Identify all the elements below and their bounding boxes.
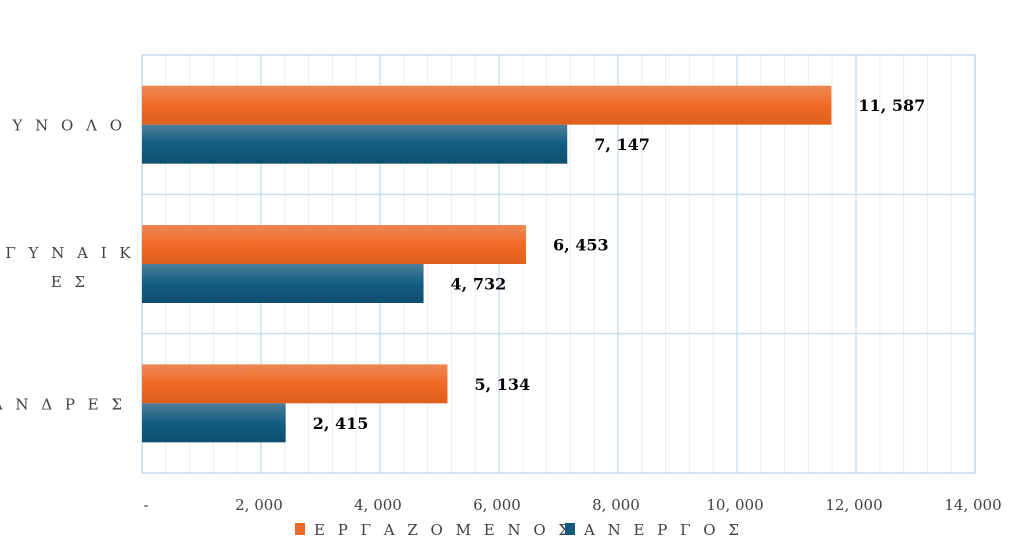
data-label: 11, 587	[858, 96, 925, 115]
category-label: Σ Υ Ν Ο Λ Ο	[0, 117, 126, 135]
x-tick-label: 10, 000	[706, 496, 763, 514]
data-label: 4, 732	[451, 275, 507, 294]
x-tick-label: -	[143, 496, 148, 514]
labels: - 2, 000 4, 000 6, 000 8, 000 10, 000 12, 000 1…	[0, 96, 1002, 539]
data-label: 2, 415	[313, 414, 369, 433]
legend-swatch-ανεργος	[565, 523, 575, 535]
data-label: 5, 134	[474, 375, 530, 394]
bar-εργαζομενος	[142, 364, 448, 404]
category-label: Γ Υ Ν Α Ι Κ	[5, 244, 134, 262]
legend-label: Ε Ρ Γ Α Ζ Ο Μ Ε Ν Ο Σ	[314, 521, 573, 539]
data-label: 6, 453	[553, 236, 609, 255]
x-tick-label: 4, 000	[354, 496, 402, 514]
category-label: Ε Σ	[51, 273, 89, 291]
bar-ανεργος	[142, 264, 424, 303]
legend-swatch-εργαζομενος	[295, 523, 305, 535]
data-label: 7, 147	[594, 135, 650, 154]
bar-εργαζομενος	[142, 225, 526, 264]
bars	[142, 85, 832, 443]
x-tick-label: 2, 000	[235, 496, 283, 514]
bar-εργαζομενος	[142, 85, 832, 125]
legend-label: Α Ν Ε Ρ Γ Ο Σ	[583, 521, 743, 539]
category-label: Α Ν Δ Ρ Ε Σ	[0, 395, 126, 413]
x-tick-label: 8, 000	[592, 496, 640, 514]
x-tick-label: 14, 000	[944, 496, 1001, 514]
bar-ανεργος	[142, 124, 568, 164]
x-tick-label: 12, 000	[825, 496, 882, 514]
x-tick-label: 6, 000	[473, 496, 521, 514]
bar-ανεργος	[142, 403, 286, 443]
